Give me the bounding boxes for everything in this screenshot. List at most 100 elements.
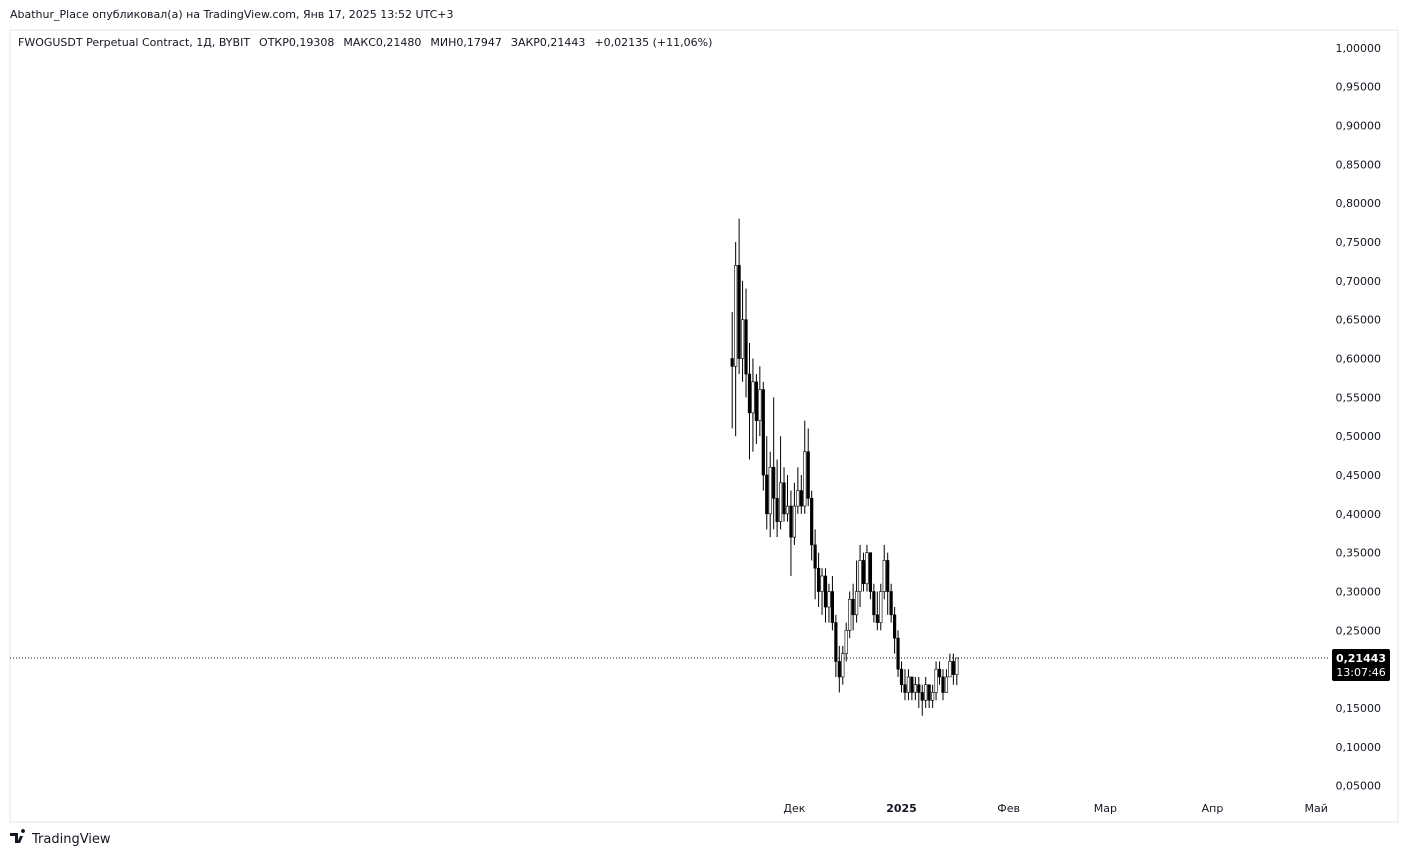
- candle-body: [896, 637, 900, 670]
- candle-body: [886, 560, 890, 592]
- candle-body: [861, 560, 866, 585]
- logo-icon: [10, 829, 26, 843]
- candle-body: [920, 692, 924, 701]
- legend-text: FWOGUSDT Perpetual Contract, 1Д, BYBIT ОТ…: [18, 36, 712, 49]
- candle-body: [813, 544, 817, 569]
- y-tick-label: 0,55000: [1336, 391, 1382, 404]
- ohlc-value: 0,21443: [540, 36, 586, 49]
- ohlc-label: ОТКР: [259, 36, 289, 49]
- ohlc-label: МАКС: [343, 36, 376, 49]
- candle-body: [820, 575, 824, 592]
- candle-body: [816, 567, 821, 592]
- candle-body: [868, 552, 873, 592]
- candle-body: [799, 490, 803, 507]
- candle-body: [844, 630, 848, 654]
- y-tick-label: 0,85000: [1336, 158, 1382, 171]
- candle-body: [875, 614, 879, 623]
- candle-body: [903, 684, 907, 693]
- symbol: FWOGUSDT Perpetual Contract, 1Д, BYBIT: [18, 36, 250, 49]
- candle-body: [830, 591, 835, 623]
- candle-body: [924, 684, 928, 701]
- candle-body: [789, 505, 793, 538]
- y-tick-label: 0,15000: [1336, 702, 1382, 715]
- candle-body: [848, 598, 852, 631]
- candle-body: [792, 505, 796, 538]
- candle-body: [778, 482, 783, 522]
- last-price-box: [1332, 648, 1390, 681]
- candle-body: [823, 575, 828, 608]
- candle-body: [854, 591, 859, 616]
- y-tick-label: 0,10000: [1336, 741, 1382, 754]
- candle-body: [951, 661, 955, 675]
- candle-body: [768, 466, 772, 515]
- candle-body: [872, 591, 876, 616]
- candle-body: [934, 668, 938, 693]
- y-tick-label: 0,90000: [1336, 120, 1382, 133]
- candle-body: [754, 381, 758, 421]
- candle-body: [730, 358, 734, 367]
- last-price-label: 0,21443: [1336, 652, 1386, 665]
- candle-body: [906, 676, 911, 693]
- candle-body: [827, 591, 831, 608]
- candle-body: [941, 676, 945, 693]
- candle-body: [851, 598, 855, 616]
- candle-body: [948, 661, 952, 678]
- candle-body: [747, 373, 752, 414]
- x-tick-label: Мар: [1094, 802, 1117, 815]
- candle-body: [944, 676, 949, 693]
- candle-body: [955, 657, 959, 675]
- candle-body: [899, 668, 904, 686]
- candle-body: [837, 661, 841, 678]
- y-tick-label: 0,35000: [1336, 547, 1382, 560]
- ohlc-value: 0,21480: [376, 36, 422, 49]
- ohlc-legend: FWOGUSDT Perpetual Contract, 1Д, BYBIT ОТ…: [18, 36, 712, 49]
- candle-body: [879, 591, 883, 623]
- y-tick-label: 0,30000: [1336, 586, 1382, 599]
- candle-body: [744, 319, 748, 375]
- countdown: 13:07:46: [1336, 666, 1385, 679]
- candle-body: [937, 668, 942, 678]
- ohlc-label: МИН: [430, 36, 456, 49]
- ohlc-value: 0,19308: [289, 36, 335, 49]
- y-tick-label: 0,95000: [1336, 81, 1382, 94]
- candle-body: [889, 591, 893, 616]
- tv-logo: [10, 829, 26, 843]
- y-tick-label: 1,00000: [1336, 42, 1382, 55]
- candle-body: [740, 319, 745, 359]
- candle-body: [751, 381, 755, 414]
- y-tick-label: 0,65000: [1336, 314, 1382, 327]
- candle-body: [893, 614, 897, 639]
- change: +0,02135 (+11,06%): [594, 36, 712, 49]
- x-tick-label: Апр: [1202, 802, 1224, 815]
- y-tick-label: 0,75000: [1336, 236, 1382, 249]
- y-tick-label: 0,70000: [1336, 275, 1382, 288]
- y-tick-label: 0,40000: [1336, 508, 1382, 521]
- candle-body: [931, 692, 935, 701]
- candle-body: [917, 684, 921, 693]
- ohlc-label: ЗАКР: [511, 36, 540, 49]
- candle-body: [796, 490, 800, 507]
- x-tick-label: Фев: [997, 802, 1020, 815]
- brand: TradingView: [31, 832, 111, 847]
- x-tick-label: Дек: [783, 802, 805, 815]
- candle-body: [806, 451, 810, 499]
- candle-body: [765, 474, 769, 515]
- y-tick-label: 0,80000: [1336, 197, 1382, 210]
- x-tick-label: 2025: [886, 802, 917, 815]
- candle-body: [927, 684, 931, 701]
- candle-body: [772, 466, 776, 499]
- y-tick-label: 0,25000: [1336, 624, 1382, 637]
- y-tick-label: 0,50000: [1336, 430, 1382, 443]
- x-tick-label: Май: [1304, 802, 1327, 815]
- candle-body: [841, 653, 845, 678]
- candle-body: [782, 482, 786, 515]
- candle-body: [882, 560, 886, 592]
- candle-body: [761, 389, 765, 476]
- y-tick-label: 0,60000: [1336, 353, 1382, 366]
- candle-body: [734, 265, 738, 367]
- candle-body: [785, 505, 790, 515]
- ohlc-value: 0,17947: [456, 36, 502, 49]
- candle-body: [865, 552, 869, 585]
